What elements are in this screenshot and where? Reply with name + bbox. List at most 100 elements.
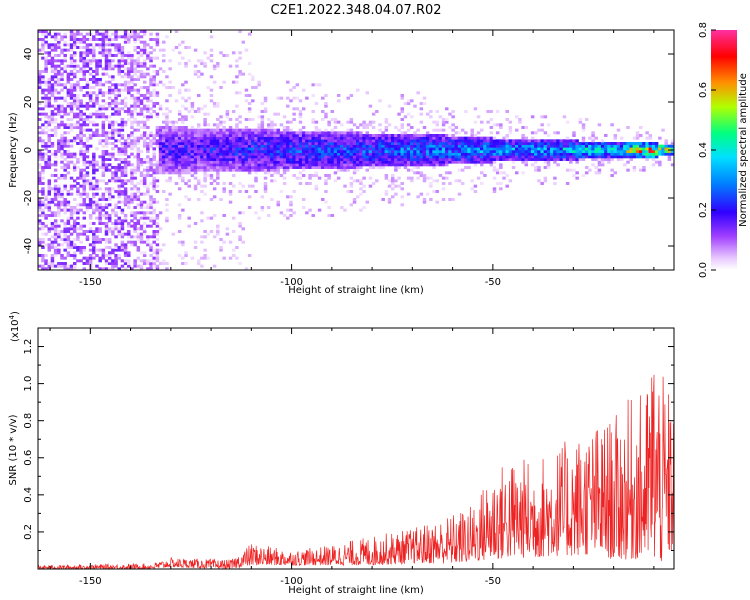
spectrogram-cell [336, 134, 341, 137]
spectrogram-cell [69, 216, 74, 220]
spectrogram-cell [76, 104, 80, 108]
spectrogram-cell [142, 64, 147, 68]
spectrogram-cell [597, 150, 602, 153]
spectrogram-cell [349, 134, 354, 137]
spectrogram-cell [107, 192, 112, 196]
spectrogram-cell [543, 176, 548, 180]
spectrogram-cell [82, 216, 86, 220]
spectrogram-cell [123, 150, 128, 153]
spectrogram-cell [101, 35, 106, 39]
spectrogram-cell [251, 160, 255, 164]
spectrogram-cell [359, 192, 363, 196]
spectrogram-cell [50, 243, 55, 247]
spectrogram-cell [597, 158, 602, 161]
spectrogram-cell [139, 158, 144, 161]
spectrogram-cell [47, 59, 52, 63]
spectrogram-cell [241, 40, 245, 44]
spectrogram-cell [38, 131, 42, 135]
spectrogram-cell [41, 131, 45, 135]
spectrogram-cell [276, 136, 280, 140]
spectrogram-cell [400, 150, 404, 153]
spectrogram-cell [384, 120, 389, 124]
spectrogram-cell [142, 214, 147, 217]
spectrogram-cell [123, 259, 128, 263]
spectrogram-cell [251, 147, 255, 151]
spectrogram-cell [117, 46, 121, 49]
spectrogram-cell [104, 80, 109, 84]
spectrogram-cell [38, 107, 42, 111]
spectrogram-cell [225, 163, 230, 167]
spectrogram-cell [378, 142, 382, 145]
spectrogram-cell [209, 163, 214, 167]
spectrogram-cell [270, 139, 274, 143]
spectrogram-cell [66, 208, 71, 212]
spectrogram-cell [394, 150, 398, 153]
spectrogram-cell [292, 118, 296, 121]
spectrogram-cell [390, 187, 395, 191]
spectrogram-cell [114, 120, 118, 124]
spectrogram-cell [238, 152, 242, 156]
spectrogram-cell [604, 150, 608, 153]
spectrogram-cell [63, 107, 67, 111]
spectrogram-cell [575, 152, 579, 156]
spectrogram-cell [117, 227, 121, 231]
spectrogram-cell [216, 160, 220, 164]
spectrogram-cell [438, 139, 443, 143]
spectrogram-cell [60, 75, 64, 79]
spectrogram-cell [57, 80, 61, 84]
spectrogram-cell [556, 147, 560, 151]
spectrogram-cell [298, 182, 303, 185]
spectrogram-cell [289, 208, 293, 212]
spectrogram-cell [279, 144, 284, 148]
y-tick-label: 1.2 [23, 339, 34, 355]
spectrogram-cell [155, 131, 160, 135]
spectrogram-cell [168, 67, 172, 71]
spectrogram-cell [387, 152, 392, 156]
spectrogram-cell [76, 134, 80, 137]
spectrogram-cell [346, 147, 350, 151]
spectrogram-cell [410, 134, 414, 137]
spectrogram-cell [149, 198, 153, 201]
spectrogram-cell [79, 40, 83, 44]
spectrogram-cell [247, 118, 252, 121]
spectrogram-cell [120, 144, 125, 148]
spectrogram-cell [82, 128, 86, 132]
spectrogram-cell [76, 166, 80, 169]
spectrogram-cell [515, 115, 519, 119]
spectrogram-cell [635, 150, 640, 153]
spectrogram-cell [104, 32, 109, 36]
spectrogram-cell [123, 142, 128, 145]
spectrogram-cell [60, 51, 64, 55]
spectrogram-cell [416, 147, 420, 151]
spectrogram-cell [69, 86, 74, 89]
spectrogram-cell [158, 155, 163, 159]
spectrogram-cell [441, 142, 446, 145]
spectrogram-cell [422, 152, 427, 156]
spectrogram-cell [136, 104, 141, 108]
snr-y-axis-label: SNR (10 * v/v) [8, 414, 19, 485]
spectrogram-cell [130, 126, 134, 129]
spectrogram-cell [38, 254, 42, 257]
spectrogram-cell [292, 147, 296, 151]
spectrogram-cell [44, 267, 48, 271]
spectrogram-cell [174, 139, 179, 143]
spectrogram-cell [308, 142, 312, 145]
spectrogram-cell [85, 155, 90, 159]
spectrogram-cell [206, 256, 211, 260]
spectrogram-cell [101, 115, 106, 119]
spectrogram-cell [197, 160, 201, 164]
spectrogram-cell [464, 110, 468, 113]
spectrogram-cell [92, 243, 96, 247]
spectrogram-cell [241, 166, 245, 169]
spectrogram-cell [187, 134, 191, 137]
spectrogram-cell [136, 112, 141, 116]
spectrogram-cell [88, 104, 93, 108]
spectrogram-cell [142, 86, 147, 89]
spectrogram-cell [187, 216, 191, 220]
spectrogram-cell [162, 259, 166, 263]
spectrogram-cell [483, 136, 487, 140]
spectrogram-cell [448, 152, 452, 156]
spectrogram-cell [41, 123, 45, 127]
spectrogram-cell [127, 107, 131, 111]
spectrogram-cell [301, 155, 306, 159]
